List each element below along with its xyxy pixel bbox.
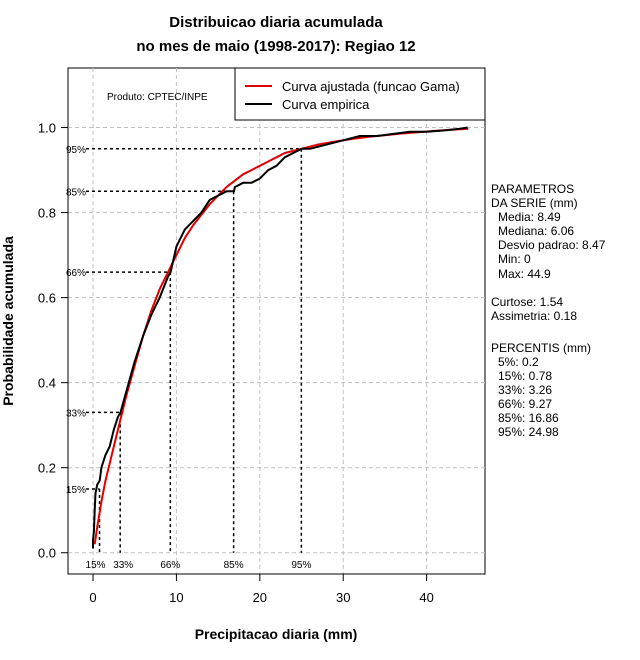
percentil-66: 66%: 9.27 (498, 397, 552, 411)
stat-assimetria: Assimetria: 0.18 (491, 309, 577, 323)
stats-header-1: PARAMETROS (491, 182, 574, 196)
series-fitted-gamma (93, 127, 469, 545)
x-tick-label: 0 (89, 590, 96, 605)
y-tick-label: 0.8 (38, 206, 56, 221)
y-tick-label: 0.4 (38, 376, 56, 391)
percentile-left-label: 15% (66, 485, 86, 496)
legend-box (234, 67, 486, 121)
percentile-bottom-label: 33% (113, 560, 133, 571)
credit-text: Produto: CPTEC/INPE (107, 92, 208, 103)
percentile-left-label: 66% (66, 268, 86, 279)
percentile-left-label: 95% (66, 145, 86, 156)
stats-header-2: DA SERIE (mm) (491, 196, 578, 210)
stat-min: Min: 0 (498, 252, 531, 266)
legend-label-empirical: Curva empirica (282, 97, 370, 112)
x-tick-label: 20 (253, 590, 267, 605)
percentil-85: 85%: 16.86 (498, 411, 559, 425)
legend-label-fitted: Curva ajustada (funcao Gama) (282, 79, 460, 94)
percentil-5: 5%: 0.2 (498, 355, 539, 369)
percentile-left-label: 33% (66, 408, 86, 419)
percentil-95: 95%: 24.98 (498, 425, 559, 439)
stats-panel: PARAMETROS DA SERIE (mm) Media: 8.49 Med… (491, 182, 606, 439)
stat-mediana: Mediana: 6.06 (498, 224, 574, 238)
stat-media: Media: 8.49 (498, 210, 561, 224)
percentile-bottom-label: 15% (86, 560, 106, 571)
x-tick-label: 40 (419, 590, 433, 605)
series-empirical (92, 126, 468, 549)
y-tick-label: 0.2 (38, 461, 56, 476)
percentile-guides: 15% 15% 33% 33% 66% 66% 85% 85% 95% 95% (66, 145, 311, 571)
percentile-bottom-label: 95% (291, 560, 311, 571)
x-tick-label: 30 (336, 590, 350, 605)
series-lines (92, 126, 469, 549)
percentil-33: 33%: 3.26 (498, 383, 552, 397)
percentil-15: 15%: 0.78 (498, 369, 552, 383)
y-tick-label: 0.6 (38, 291, 56, 306)
x-axis-label: Precipitacao diaria (mm) (195, 626, 358, 642)
stat-curtose: Curtose: 1.54 (491, 295, 563, 309)
percentis-header: PERCENTIS (mm) (491, 341, 591, 355)
x-tick-label: 10 (169, 590, 183, 605)
y-tick-label: 1.0 (38, 121, 56, 136)
percentile-bottom-label: 85% (224, 560, 244, 571)
grid-lines (68, 68, 485, 574)
y-axis-label: Probabilidade acumulada (0, 236, 16, 406)
percentile-bottom-label: 66% (160, 560, 180, 571)
chart-title-line1: Distribuicao diaria acumulada (169, 14, 383, 31)
plot-area (67, 67, 486, 575)
axes: 0 10 20 30 40 0.0 0.2 0.4 0.6 0.8 1.0 (38, 121, 434, 605)
y-tick-label: 0.0 (38, 546, 56, 561)
percentile-left-label: 85% (66, 187, 86, 198)
stat-max: Max: 44.9 (498, 267, 551, 281)
chart-title-line2: no mes de maio (1998-2017): Regiao 12 (136, 38, 415, 55)
stat-desvio: Desvio padrao: 8.47 (498, 238, 606, 252)
legend: Curva ajustada (funcao Gama) Curva empir… (234, 67, 486, 121)
